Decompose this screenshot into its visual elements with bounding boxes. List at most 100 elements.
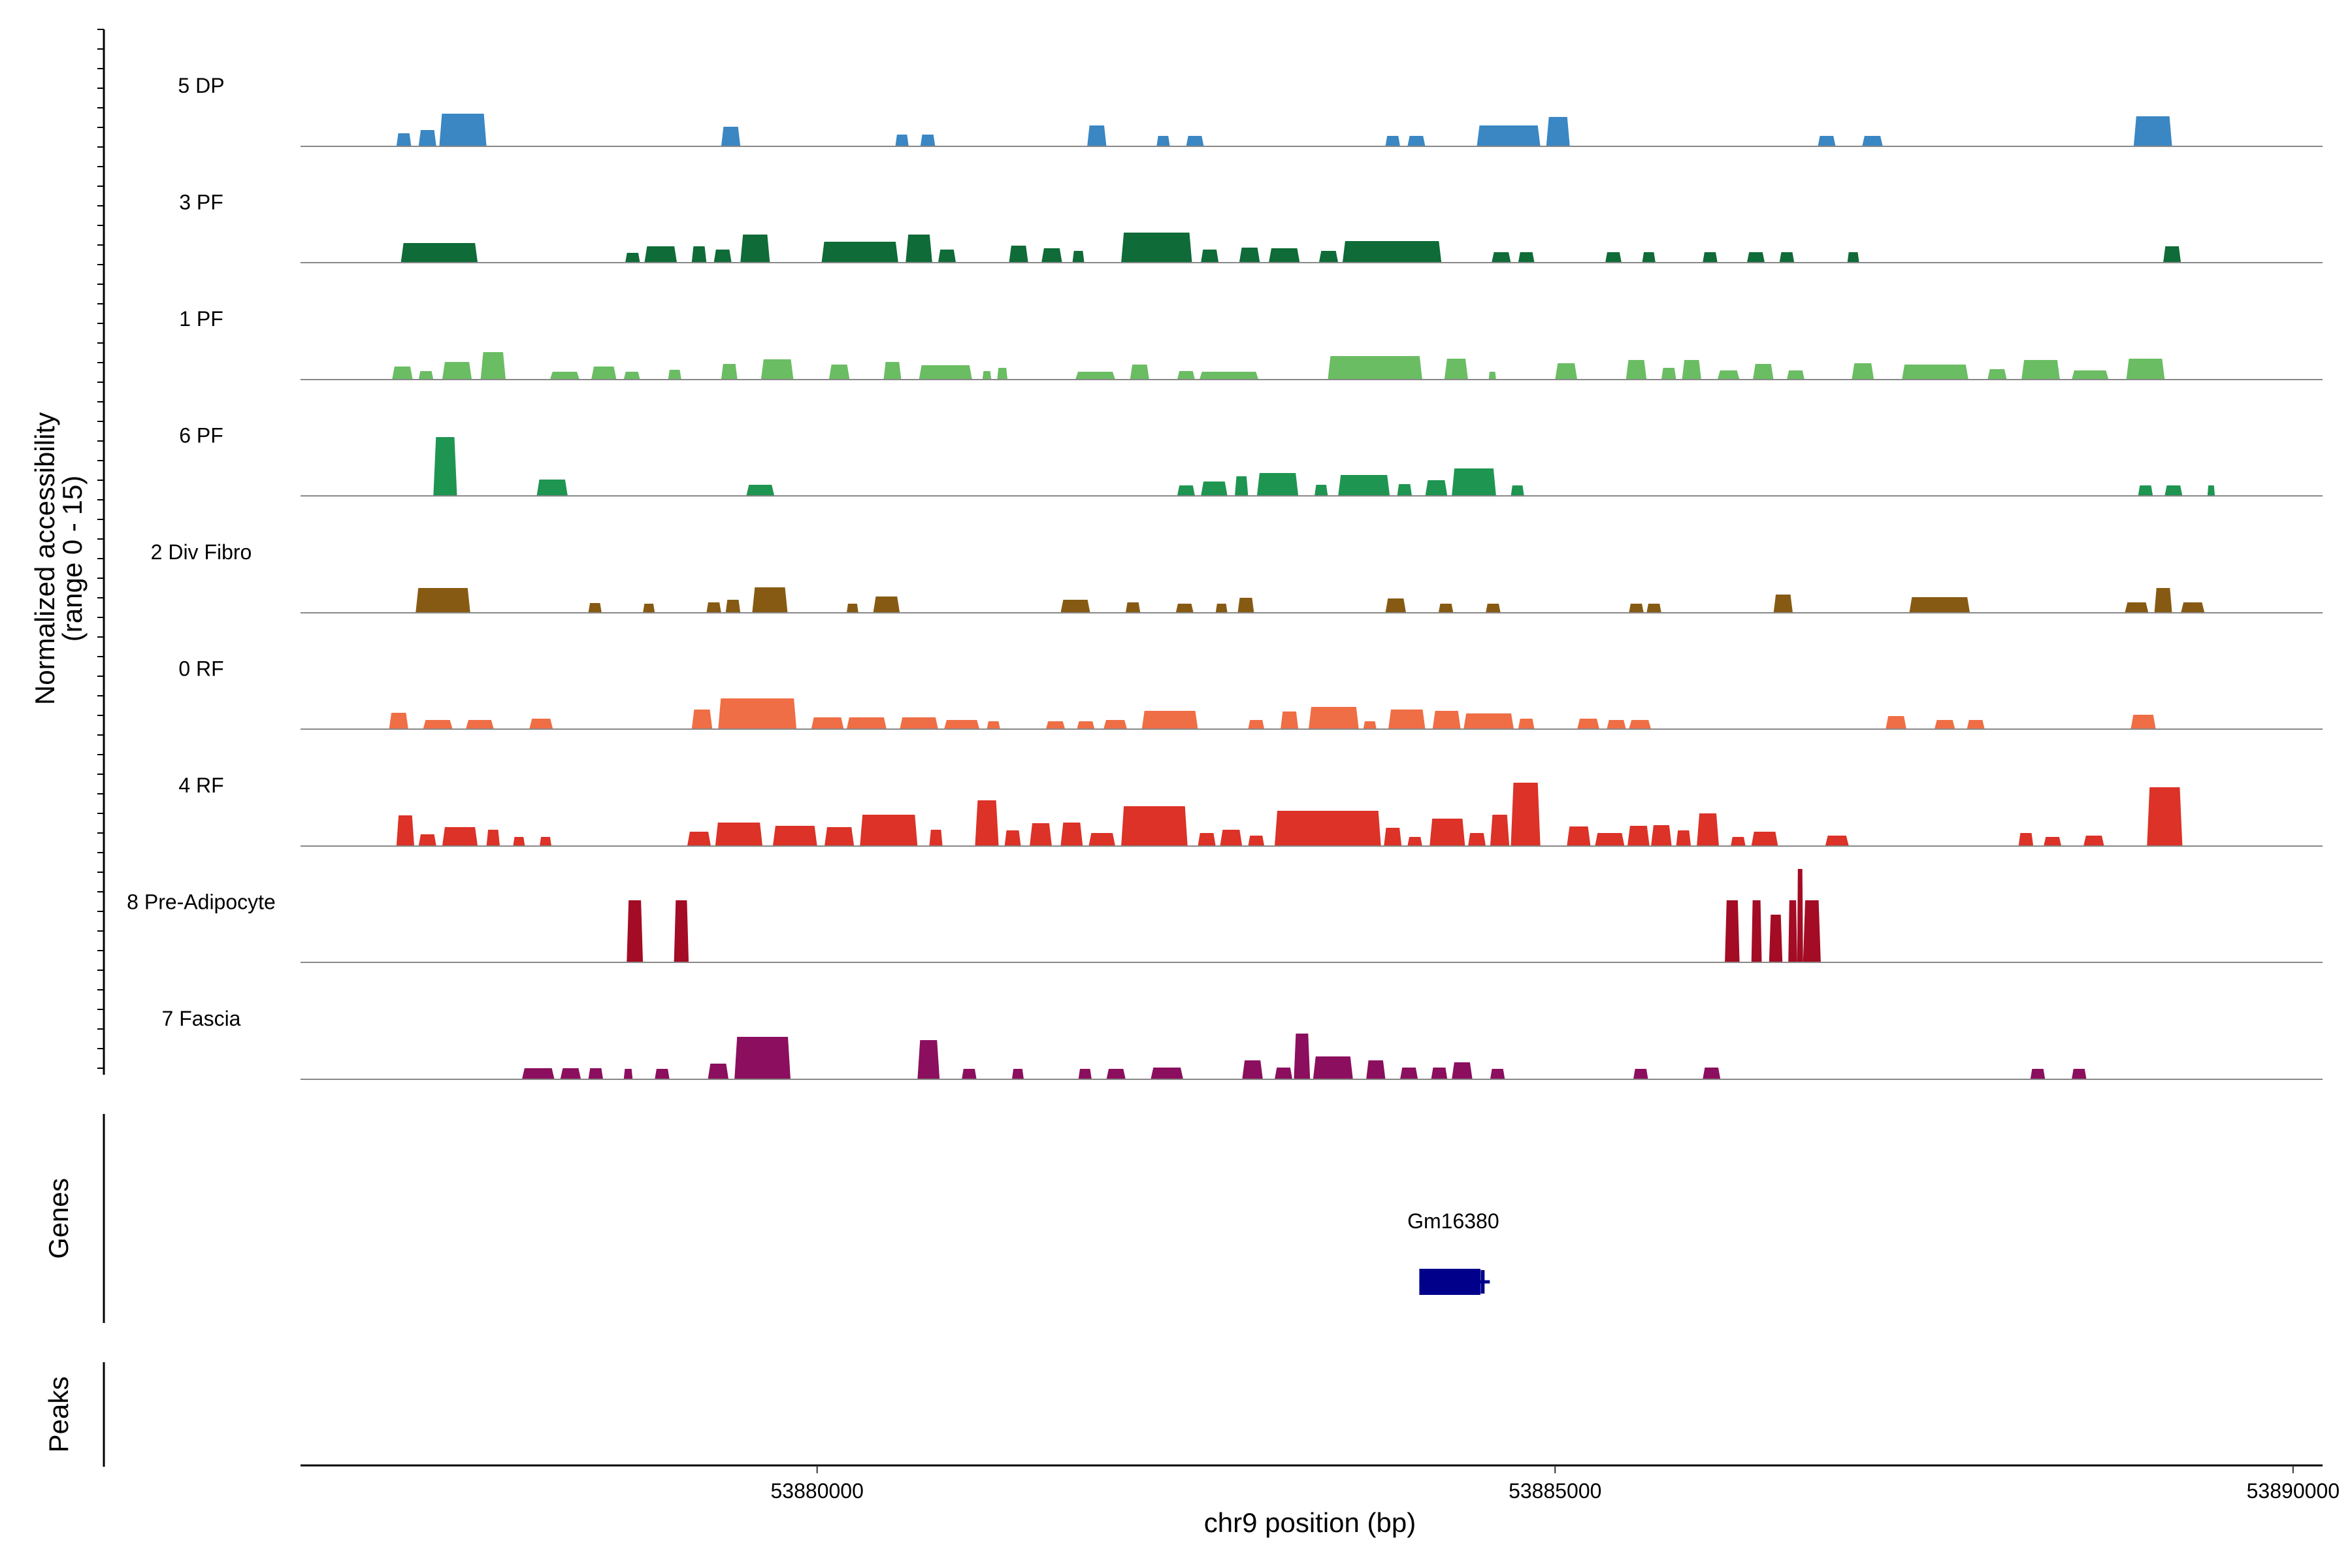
accessibility-peak	[389, 713, 408, 729]
accessibility-peak	[416, 588, 470, 613]
accessibility-peak	[2154, 588, 2172, 613]
accessibility-peak	[396, 815, 414, 846]
accessibility-peak	[1773, 595, 1793, 613]
accessibility-peak	[588, 1068, 604, 1079]
accessibility-peak	[1511, 783, 1541, 846]
accessibility-peak	[691, 710, 713, 729]
accessibility-peak	[2044, 837, 2062, 846]
x-axis-ticks: 53880000 53885000 53890000	[771, 1465, 2340, 1503]
accessibility-peak	[1030, 823, 1052, 846]
x-tick-label: 53890000	[2247, 1479, 2340, 1503]
track-label: 1 PF	[179, 307, 223, 331]
accessibility-peak	[1199, 372, 1259, 380]
accessibility-peak	[1797, 869, 1803, 962]
accessibility-peak	[1852, 363, 1874, 380]
accessibility-peak	[1902, 365, 1968, 380]
accessibility-peak	[987, 721, 1000, 729]
accessibility-peak	[715, 823, 763, 846]
accessibility-peak	[772, 826, 817, 846]
accessibility-peak	[1060, 823, 1083, 846]
accessibility-peak	[1309, 707, 1359, 729]
accessibility-peak	[1432, 711, 1461, 729]
accessibility-peak	[623, 372, 640, 380]
accessibility-peak	[1328, 356, 1422, 380]
accessibility-peak	[725, 600, 741, 613]
accessibility-peak	[1431, 1068, 1448, 1079]
accessibility-peak	[1488, 372, 1496, 380]
track-label: 5 DP	[178, 74, 224, 97]
accessibility-peak	[734, 1037, 791, 1079]
accessibility-peak	[708, 1064, 729, 1079]
x-tick-label: 53880000	[771, 1479, 864, 1503]
accessibility-peak	[549, 372, 580, 380]
accessibility-peak	[1646, 604, 1661, 613]
accessibility-peak	[1751, 832, 1778, 846]
accessibility-peak	[623, 1069, 633, 1079]
accessibility-peak	[560, 1068, 581, 1079]
accessibility-peak	[480, 352, 506, 380]
accessibility-peak	[929, 830, 943, 846]
accessibility-peak	[1731, 837, 1746, 846]
accessibility-peak	[895, 135, 909, 146]
accessibility-peak	[997, 368, 1008, 380]
accessibility-peak	[1452, 1062, 1473, 1079]
accessibility-peak	[846, 717, 887, 729]
accessibility-peak	[1072, 251, 1085, 263]
accessibility-peak	[529, 719, 553, 729]
accessibility-peak	[975, 800, 999, 846]
accessibility-peak	[588, 603, 602, 613]
accessibility-peak	[1248, 720, 1265, 729]
accessibility-peak	[1725, 900, 1740, 962]
accessibility-peak	[1103, 720, 1128, 729]
accessibility-peak	[1106, 1069, 1126, 1079]
accessibility-peak	[1397, 484, 1413, 496]
track-5-dp: 5 DP	[178, 74, 2323, 147]
accessibility-peak	[1425, 480, 1448, 496]
accessibility-peak	[2163, 246, 2181, 263]
accessibility-peak	[1909, 597, 1970, 613]
accessibility-peak	[1607, 720, 1626, 729]
accessibility-peak	[1141, 711, 1198, 729]
accessibility-peak	[1511, 485, 1524, 496]
accessibility-peak	[655, 1069, 670, 1079]
accessibility-peak	[1011, 1069, 1024, 1079]
peaks-track-title: Peaks	[43, 1377, 74, 1453]
track-label: 6 PF	[179, 424, 223, 448]
accessibility-peak	[442, 362, 472, 380]
accessibility-peak	[2164, 485, 2183, 496]
accessibility-peak	[540, 837, 552, 846]
accessibility-peak	[1239, 248, 1260, 263]
accessibility-peak	[1248, 836, 1265, 846]
accessibility-peak	[1294, 1034, 1311, 1079]
accessibility-peak	[1629, 720, 1652, 729]
accessibility-peak	[1987, 369, 2007, 380]
accessibility-peak	[1177, 371, 1195, 380]
accessibility-peak	[668, 370, 681, 380]
accessibility-peak	[2071, 1069, 2087, 1079]
accessibility-peak	[825, 827, 855, 846]
gene-label: Gm16380	[1407, 1209, 1499, 1233]
accessibility-peak	[1338, 475, 1390, 496]
accessibility-peak	[1518, 719, 1535, 729]
track-label: 0 RF	[178, 657, 223, 681]
accessibility-peak	[1315, 485, 1328, 496]
accessibility-peak	[423, 720, 453, 729]
accessibility-peak	[1629, 604, 1644, 613]
accessibility-peak	[1004, 830, 1021, 846]
accessibility-peak	[400, 243, 478, 263]
track-3-pf: 3 PF	[179, 191, 2323, 263]
accessibility-peak	[1177, 485, 1195, 496]
genes-track-title: Genes	[43, 1178, 74, 1259]
accessibility-peak	[873, 596, 900, 613]
track-8-pre-adipocyte: 8 Pre-Adipocyte	[127, 869, 2323, 963]
x-axis-title: chr9 position (bp)	[1204, 1507, 1416, 1538]
accessibility-peak	[1577, 719, 1599, 729]
x-tick-label: 53885000	[1509, 1479, 1601, 1503]
accessibility-peak	[1452, 468, 1496, 496]
accessibility-peak	[919, 365, 972, 380]
accessibility-peak	[418, 834, 436, 846]
accessibility-peak	[1751, 900, 1762, 962]
accessibility-peak	[536, 480, 568, 496]
accessibility-peak	[760, 359, 794, 380]
